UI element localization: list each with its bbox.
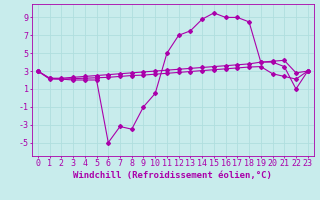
- X-axis label: Windchill (Refroidissement éolien,°C): Windchill (Refroidissement éolien,°C): [73, 171, 272, 180]
